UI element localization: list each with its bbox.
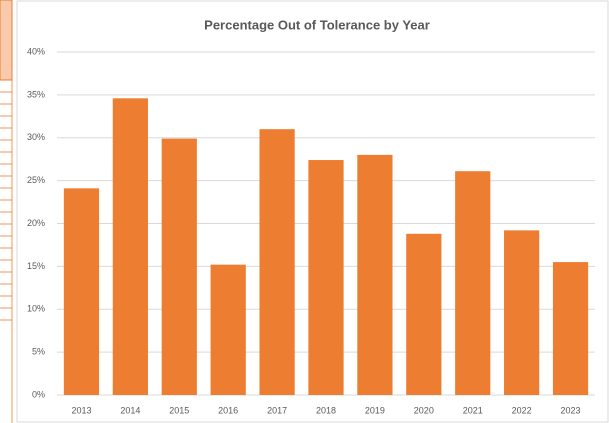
x-tick-label: 2023: [561, 405, 581, 415]
x-tick-label: 2019: [365, 405, 385, 415]
x-tick-label: 2015: [169, 405, 189, 415]
y-tick-label: 20%: [27, 218, 45, 228]
y-tick-label: 15%: [27, 261, 45, 271]
bar: [63, 188, 100, 395]
y-tick-label: 30%: [27, 132, 45, 142]
x-tick-label: 2016: [218, 405, 238, 415]
bar: [406, 233, 442, 395]
x-tick-label: 2014: [120, 405, 140, 415]
x-tick-label: 2013: [71, 405, 91, 415]
bar: [112, 98, 148, 396]
bar: [259, 129, 295, 396]
x-tick-label: 2022: [512, 405, 532, 415]
x-tick-label: 2020: [414, 405, 434, 415]
chart: Percentage Out of Tolerance by Year 0% 5%…: [27, 17, 595, 415]
bar: [210, 264, 246, 395]
y-tick-label: 25%: [27, 175, 45, 185]
bar: [552, 262, 589, 395]
bar: [357, 154, 393, 395]
bar: [161, 138, 197, 396]
y-tick-label: 0%: [32, 389, 45, 399]
bar: [455, 171, 491, 395]
y-tick-label: 5%: [32, 347, 45, 357]
x-tick-label: 2018: [316, 405, 336, 415]
y-tick-label: 35%: [27, 89, 45, 99]
chart-title: Percentage Out of Tolerance by Year: [204, 17, 430, 32]
x-tick-label: 2017: [267, 405, 287, 415]
bar: [308, 160, 344, 395]
bar: [504, 230, 540, 395]
y-tick-label: 40%: [27, 46, 45, 56]
y-tick-label: 10%: [27, 304, 45, 314]
spreadsheet-sliver: [0, 0, 14, 423]
x-tick-label: 2021: [463, 405, 483, 415]
